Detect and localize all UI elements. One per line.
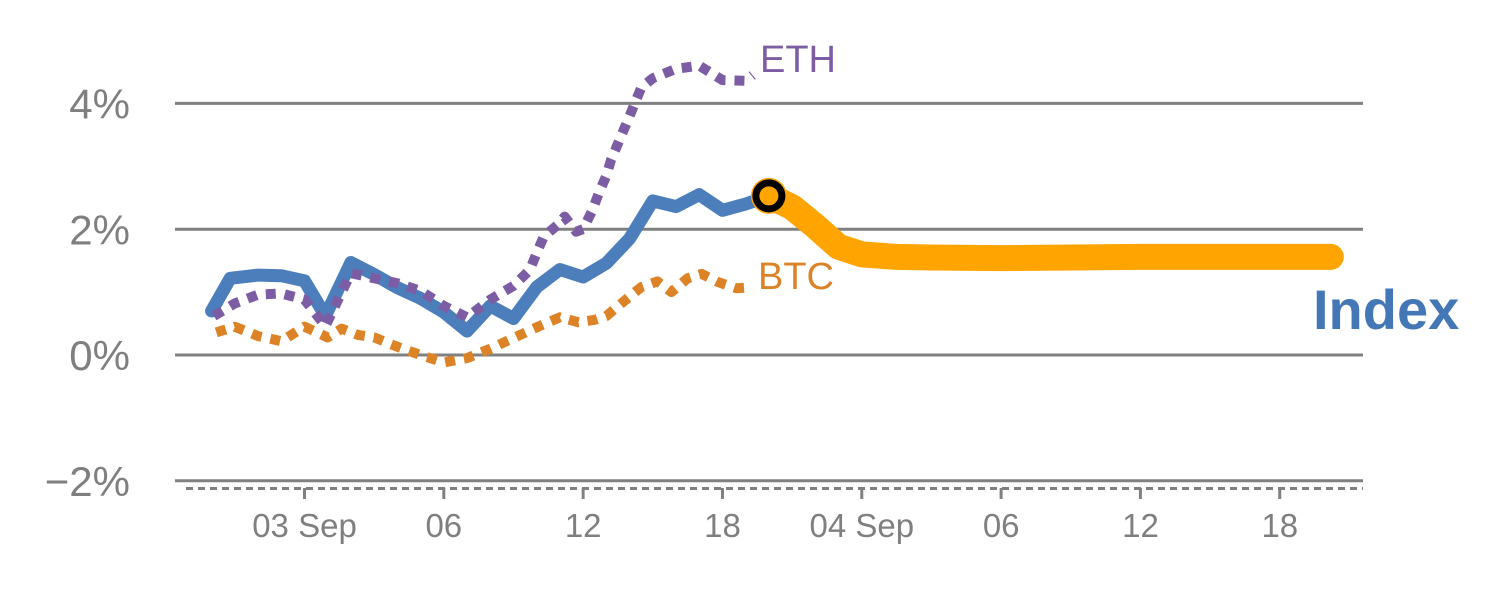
series-labels: ETH BTC Index xyxy=(758,39,1459,341)
ytick-0pct: 0% xyxy=(69,332,130,379)
xtick-06b: 06 xyxy=(983,507,1020,544)
x-axis-labels: 03 Sep 06 12 18 04 Sep 06 12 18 xyxy=(252,507,1298,544)
y-axis-labels: 4% 2% 0% −2% xyxy=(45,81,130,505)
btc-series-label: BTC xyxy=(758,256,834,298)
xtick-03sep: 03 Sep xyxy=(252,507,357,544)
ytick-2pct: 2% xyxy=(69,206,130,253)
eth-series-label: ETH xyxy=(760,39,836,81)
x-axis-ticks xyxy=(303,488,1282,499)
current-point-marker xyxy=(750,177,787,214)
xtick-06a: 06 xyxy=(425,507,462,544)
gridlines xyxy=(175,101,1363,490)
xtick-18b: 18 xyxy=(1261,507,1298,544)
series-lines xyxy=(205,60,1344,368)
ytick-neg2pct: −2% xyxy=(45,458,130,505)
ytick-4pct: 4% xyxy=(69,81,130,128)
index-series-label: Index xyxy=(1313,278,1459,341)
line-index-projection xyxy=(755,182,1344,272)
xtick-12a: 12 xyxy=(565,507,602,544)
line-eth xyxy=(211,60,756,332)
marker-ring xyxy=(752,179,786,213)
xtick-12b: 12 xyxy=(1122,507,1159,544)
xtick-18a: 18 xyxy=(704,507,741,544)
xtick-04sep: 04 Sep xyxy=(810,507,915,544)
line-index xyxy=(205,188,776,338)
